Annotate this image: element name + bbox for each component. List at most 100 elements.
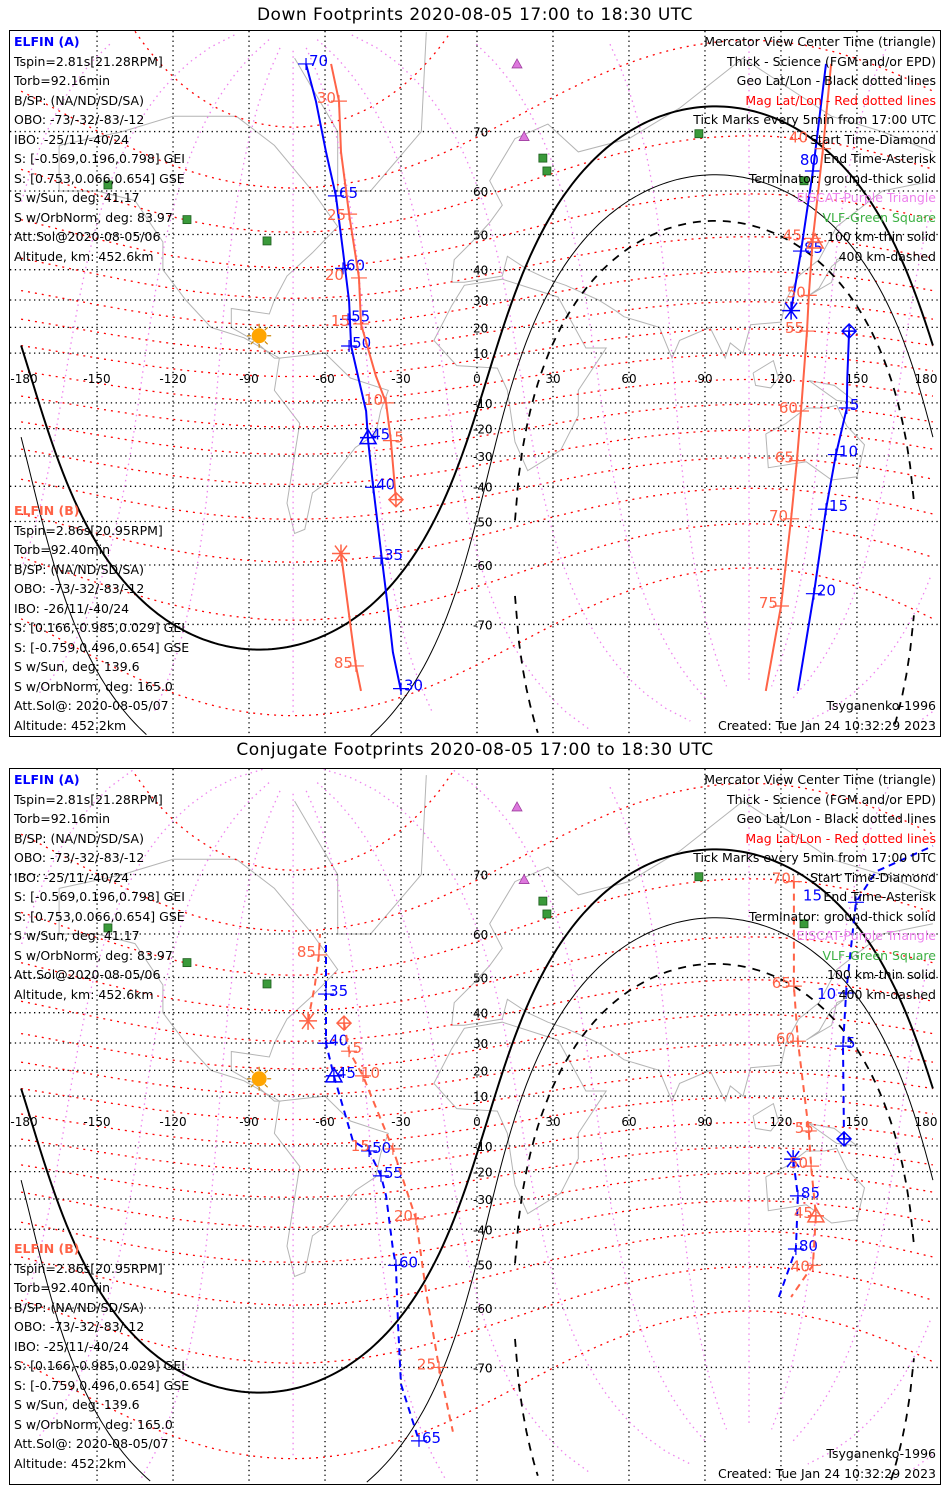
satellite-info-line: OBO: -73/-32/-83/-12	[14, 581, 145, 596]
lat-tick-label: 70	[473, 126, 488, 140]
lon-tick-label: 150	[845, 1115, 868, 1129]
lat-tick-label: -30	[473, 1193, 493, 1207]
tick-time-label: 70	[769, 507, 788, 525]
end-time-asterisk	[331, 544, 350, 563]
lon-tick-label: -30	[391, 372, 411, 386]
elfin-b-footprint: 30 25 20 15 10 5 85 40 45 50 55 60 65 70 75	[317, 63, 833, 692]
tick-mark	[407, 1212, 424, 1225]
coastline	[433, 1021, 608, 1215]
tick-time-label: 40	[376, 475, 395, 493]
tick-time-label: 70	[772, 870, 791, 888]
legend-item: End Time-Asterisk	[823, 889, 936, 904]
tick-time-label: 65	[422, 1429, 441, 1447]
legend-item: EISCAT-Purple Triangle	[796, 190, 936, 205]
satellite-info-line: IBO: -26/11/-40/24	[14, 600, 130, 616]
coastline	[451, 180, 933, 360]
tick-time-label: 40	[789, 129, 808, 147]
coastline	[451, 923, 933, 1103]
track-line	[330, 63, 397, 500]
tick-mark	[350, 271, 367, 284]
tick-time-label: 15	[331, 312, 350, 330]
satellite-info-line: Torb=92.16min	[14, 73, 111, 88]
tick-mark	[410, 1434, 427, 1447]
tick-time-label: 65	[775, 449, 794, 467]
mag-latitude-line	[20, 429, 934, 486]
legend-item: End Time-Asterisk	[823, 151, 936, 166]
lat-tick-label: 70	[473, 869, 488, 883]
lon-tick-label: 120	[770, 372, 793, 386]
field-model: Tsyganenko-1996	[826, 1446, 936, 1461]
satellite-name: ELFIN (A)	[14, 772, 80, 787]
tick-mark	[838, 987, 855, 1000]
sun-icon	[247, 1066, 272, 1091]
tick-time-label: 5	[846, 1034, 856, 1052]
legend-item: 400 km-dashed	[838, 248, 936, 264]
lon-tick-label: 60	[621, 1115, 636, 1129]
vlf-site-square	[262, 979, 272, 989]
legend-item: Mercator View Center Time (triangle)	[704, 34, 936, 49]
satellite-info-line: B/SP: (NA/ND/SD/SA)	[14, 561, 144, 577]
elfin-a-info: ELFIN (A) Tspin=2.81s[21.28RPM] Torb=92.16…	[14, 770, 185, 1004]
vlf-site-square	[538, 153, 548, 163]
legend-item: VLF-Green Square	[822, 209, 936, 225]
tick-time-label: 45	[371, 426, 390, 444]
tick-mark	[827, 448, 844, 461]
lat-tick-label: -40	[473, 480, 493, 494]
vlf-site-square	[103, 180, 113, 190]
tick-mark	[378, 396, 395, 409]
mag-latitude-line	[20, 782, 934, 932]
tick-time-label: 85	[297, 943, 316, 961]
lat-tick-label: -50	[473, 1259, 493, 1273]
coastline	[433, 278, 608, 472]
mag-latitude-line	[20, 487, 934, 563]
tick-time-label: 85	[334, 654, 353, 672]
legend-item: Tick Marks every 5min from 17:00 UTC	[693, 850, 936, 865]
tick-time-label: 35	[329, 982, 348, 1000]
sun-icon	[247, 323, 272, 348]
tick-time-label: 85	[801, 1184, 820, 1202]
elfin-b-info: ELFIN (B) Tspin=2.86s[20.95RPM] Torb=92.40…	[14, 501, 189, 735]
lon-tick-label: 30	[545, 1115, 560, 1129]
tick-mark	[800, 289, 817, 302]
mag-latitude-line	[20, 936, 934, 1012]
lon-tick-label: 90	[697, 372, 712, 386]
tick-mark	[800, 1124, 817, 1137]
tick-mark	[838, 401, 855, 414]
geo-grid	[10, 769, 940, 1484]
tick-time-label: 5	[394, 429, 404, 447]
tick-mark	[327, 189, 344, 202]
tick-mark	[382, 434, 399, 447]
footer-info: Tsyganenko-1996 Created: Tue Jan 24 10:32…	[718, 696, 936, 735]
terminator-400km	[514, 963, 915, 1264]
lat-tick-label: 60	[473, 185, 488, 199]
mag-longitude-line	[21, 34, 931, 722]
conjugate-footprints-panel: -180 -150 -120 -90 -60 -30 0 30 60 90 120 150 180 70 6…	[9, 768, 941, 1485]
track-line	[305, 63, 402, 692]
lat-tick-label: -30	[473, 450, 493, 464]
legend-item: Tick Marks every 5min from 17:00 UTC	[693, 112, 936, 127]
lon-tick-label: -60	[315, 372, 335, 386]
lat-tick-label: 30	[473, 1037, 488, 1051]
coastline	[58, 858, 339, 1102]
mag-longitude-line	[21, 769, 931, 1465]
tick-time-label: 60	[779, 399, 798, 417]
tick-time-label: 20	[394, 1207, 413, 1225]
tick-time-label: 55	[785, 319, 804, 337]
lat-tick-label: -20	[473, 423, 493, 437]
eiscat-site-triangle	[518, 873, 530, 884]
tick-time-label: 20	[817, 582, 836, 600]
tick-mark	[818, 503, 835, 516]
tick-mark	[365, 481, 382, 494]
created-timestamp: Created: Tue Jan 24 10:32:29 2023	[717, 717, 936, 733]
coastline	[294, 32, 427, 192]
lat-tick-label: 30	[473, 294, 488, 308]
tick-time-label: 20	[325, 266, 344, 284]
satellite-info-line: S w/Sun, deg: 41.17	[14, 190, 140, 205]
tick-mark	[384, 1142, 401, 1155]
tick-mark	[341, 208, 358, 221]
lat-tick-label: 10	[473, 347, 488, 361]
lon-tick-label: 30	[545, 372, 560, 386]
tick-time-label: 45	[794, 1204, 813, 1222]
legend-item: Thick - Science (FGM and/or EPD)	[727, 791, 936, 807]
